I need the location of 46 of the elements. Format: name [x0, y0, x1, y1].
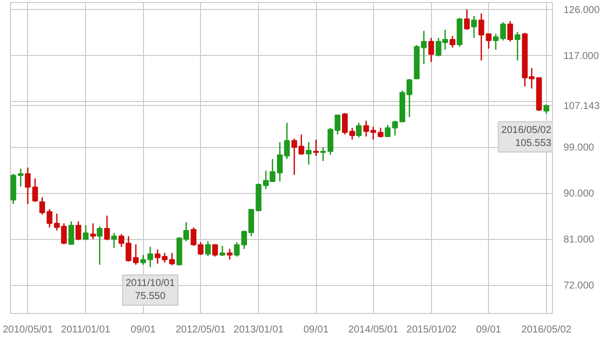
- x-tick-label: 09/01: [476, 324, 502, 336]
- candlestick: [471, 15, 477, 39]
- x-tick-label: 2015/01/02: [406, 324, 457, 336]
- x-tick-label: 09/01: [304, 324, 329, 336]
- candlestick: [226, 248, 233, 260]
- y-tick-label: 81.000: [564, 234, 595, 246]
- candlestick: [428, 37, 434, 63]
- candlestick: [464, 8, 470, 30]
- x-tick-label: 2014/05/01: [348, 324, 399, 336]
- candlestick: [111, 232, 117, 249]
- y-tick-label: 126.000: [564, 4, 600, 16]
- candlestick: [507, 20, 514, 42]
- candlestick: [82, 224, 89, 241]
- candlestick: [18, 168, 24, 188]
- y-tick-label: 90.000: [564, 188, 595, 200]
- y-tick-label: 107.143: [564, 101, 600, 112]
- candlestick: [220, 245, 226, 257]
- annotation: 2016/05/02 105.553: [501, 124, 552, 149]
- x-tick-label: 2011/01/01: [61, 324, 111, 336]
- candlestick: [356, 122, 362, 138]
- candlestick: [234, 242, 240, 258]
- x-tick-label: 2010/05/01: [2, 324, 54, 336]
- candlestick: [342, 112, 348, 136]
- candlestick: [306, 141, 312, 166]
- candlestick: [313, 138, 319, 157]
- candlestick: [212, 244, 218, 258]
- y-tick-label: 99.000: [564, 142, 595, 154]
- candlestick: [543, 104, 550, 114]
- candlestick: [450, 35, 456, 48]
- annotation: 2011/10/01 75.550: [126, 278, 176, 302]
- candlestick: [486, 33, 492, 50]
- x-tick-label: 2016/05/02: [521, 324, 572, 336]
- x-tick-label: 2012/05/01: [176, 324, 226, 336]
- candlestick: [478, 12, 484, 62]
- candlestick: [76, 220, 82, 241]
- y-tick-label: 72.000: [564, 280, 595, 292]
- y-tick-label: 117.000: [564, 50, 600, 62]
- candlestick: [514, 31, 520, 62]
- candlestick: [68, 220, 74, 245]
- candlestick: [205, 240, 211, 257]
- x-tick-label: 09/01: [130, 324, 156, 336]
- candlestick: [349, 127, 356, 140]
- x-tick-label: 2013/01/01: [234, 324, 284, 336]
- candlestick: [104, 215, 110, 241]
- candlestick: [90, 222, 96, 240]
- candlestick: [96, 226, 103, 266]
